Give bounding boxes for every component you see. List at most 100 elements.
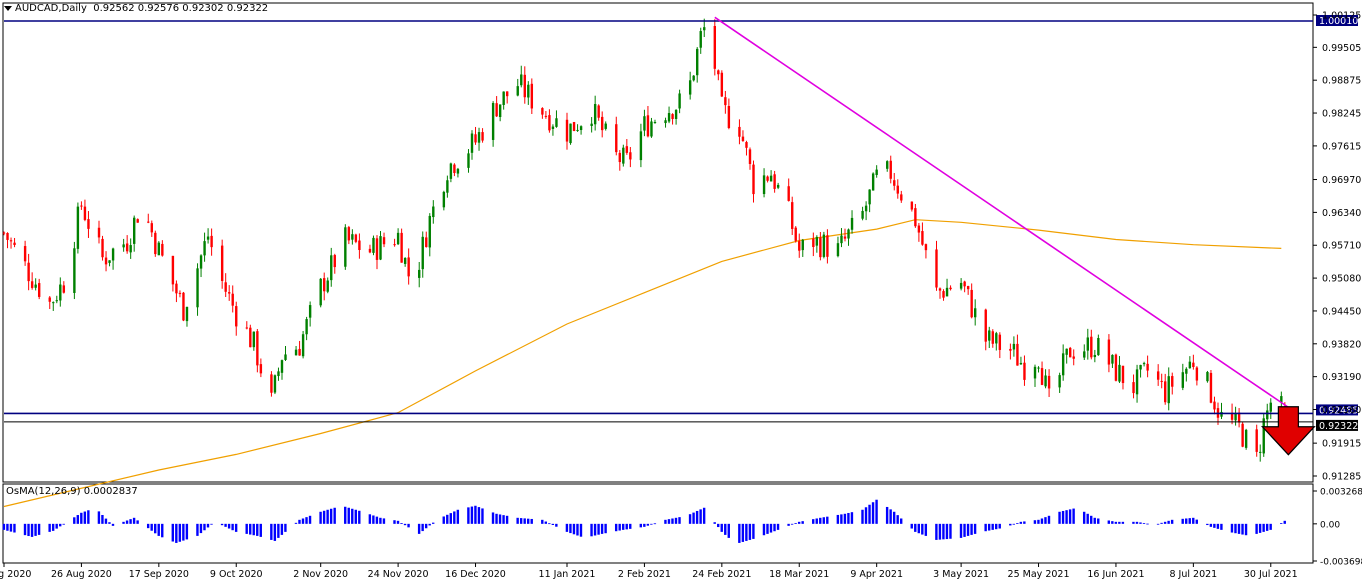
time-axis[interactable]: 4 Aug 2020 26 Aug 2020 17 Sep 2020 9 Oct 20… — [0, 563, 1298, 580]
osma-bar — [597, 523, 600, 535]
osma-bar — [935, 523, 938, 540]
candle-body — [368, 248, 372, 253]
osma-bar — [372, 515, 375, 524]
candle — [252, 331, 256, 351]
candle — [245, 321, 248, 330]
symbol-header[interactable]: AUDCAD,Daily 0.92562 0.92576 0.92302 0.9… — [4, 3, 268, 14]
price-tick-label: 0.93190 — [1322, 372, 1361, 383]
candle — [305, 316, 308, 341]
candle-body — [224, 282, 227, 292]
candle — [696, 47, 699, 83]
candle-body — [741, 136, 745, 141]
price-tag-label: 0.92485 — [1319, 405, 1358, 416]
osma-bar — [305, 517, 308, 524]
candle-body — [27, 262, 30, 282]
osma-bar — [1093, 517, 1096, 524]
candle-body — [502, 91, 505, 105]
osma-bar — [551, 523, 555, 525]
osma-bar — [949, 523, 952, 539]
candle — [259, 358, 263, 378]
candle — [991, 329, 994, 348]
candle — [1237, 408, 1241, 428]
candle — [418, 262, 421, 288]
candle — [37, 278, 41, 300]
candle — [949, 285, 952, 291]
candle-body — [671, 114, 674, 120]
candle — [699, 27, 702, 54]
candle-body — [407, 257, 410, 277]
candle-body — [150, 223, 153, 233]
candle — [1259, 444, 1262, 462]
osma-bar — [196, 523, 199, 536]
candle — [125, 235, 129, 254]
price-axis[interactable]: 1.00125 0.99505 0.98875 0.98245 0.97615 0.969… — [1313, 11, 1361, 483]
candle — [555, 110, 558, 128]
candle-body — [991, 331, 994, 344]
time-tick-label: 25 May 2021 — [1008, 569, 1070, 580]
candle — [516, 78, 519, 97]
osma-bar — [1033, 520, 1037, 524]
candle-body — [766, 176, 769, 181]
candle-body — [323, 278, 326, 292]
candle-body — [1114, 354, 1118, 381]
candle-body — [1241, 423, 1244, 447]
osma-bar — [840, 514, 843, 524]
candle-body — [748, 149, 752, 164]
osma-bar — [431, 522, 435, 524]
candle-body — [618, 152, 621, 163]
candle — [527, 81, 530, 105]
candle-body — [727, 106, 731, 128]
candle-body — [30, 281, 34, 288]
candle — [1121, 365, 1125, 390]
osma-bar — [1269, 523, 1272, 530]
candle — [326, 277, 329, 294]
trendline — [714, 16, 1296, 413]
candle — [1037, 366, 1040, 373]
candle — [924, 243, 928, 259]
candle-body — [949, 287, 952, 290]
osma-bar — [815, 518, 818, 524]
candle-body — [544, 115, 548, 117]
candle-body — [319, 278, 322, 306]
candle — [481, 128, 484, 143]
candle — [688, 71, 692, 100]
osma-bar — [351, 508, 354, 524]
candle — [541, 107, 544, 119]
candle — [1195, 366, 1199, 386]
price-tick-label: 0.91285 — [1322, 472, 1361, 483]
osma-bar — [1181, 518, 1184, 524]
candle-body — [850, 217, 854, 230]
osma-bar — [1090, 515, 1093, 524]
candle-body — [886, 161, 889, 169]
candle — [403, 257, 407, 267]
osma-bar — [354, 509, 357, 524]
candle-body — [301, 334, 305, 357]
osma-bar — [1040, 518, 1044, 524]
candle-body — [62, 285, 66, 293]
candle — [55, 295, 58, 304]
osma-bar — [6, 523, 9, 531]
candle-body — [653, 122, 657, 124]
candle — [456, 167, 460, 178]
candle — [104, 251, 108, 272]
candle — [724, 90, 727, 114]
chevron-down-icon[interactable] — [4, 6, 12, 11]
time-tick-label: 9 Oct 2020 — [210, 569, 263, 580]
candle — [1135, 364, 1139, 403]
candle — [572, 121, 576, 132]
candle — [900, 190, 903, 203]
candle-body — [798, 241, 801, 251]
candle-body — [1061, 353, 1065, 376]
price-tick-label: 0.95710 — [1322, 241, 1361, 252]
candle-body — [717, 70, 720, 75]
osma-bar — [301, 518, 305, 524]
candle-body — [1019, 362, 1023, 365]
osma-bar — [270, 523, 273, 540]
candle-body — [836, 243, 840, 257]
candle-body — [129, 245, 132, 253]
candle — [1093, 349, 1097, 363]
time-tick-label: 16 Dec 2020 — [445, 569, 506, 580]
osma-bar — [277, 523, 280, 538]
candle — [794, 226, 797, 243]
